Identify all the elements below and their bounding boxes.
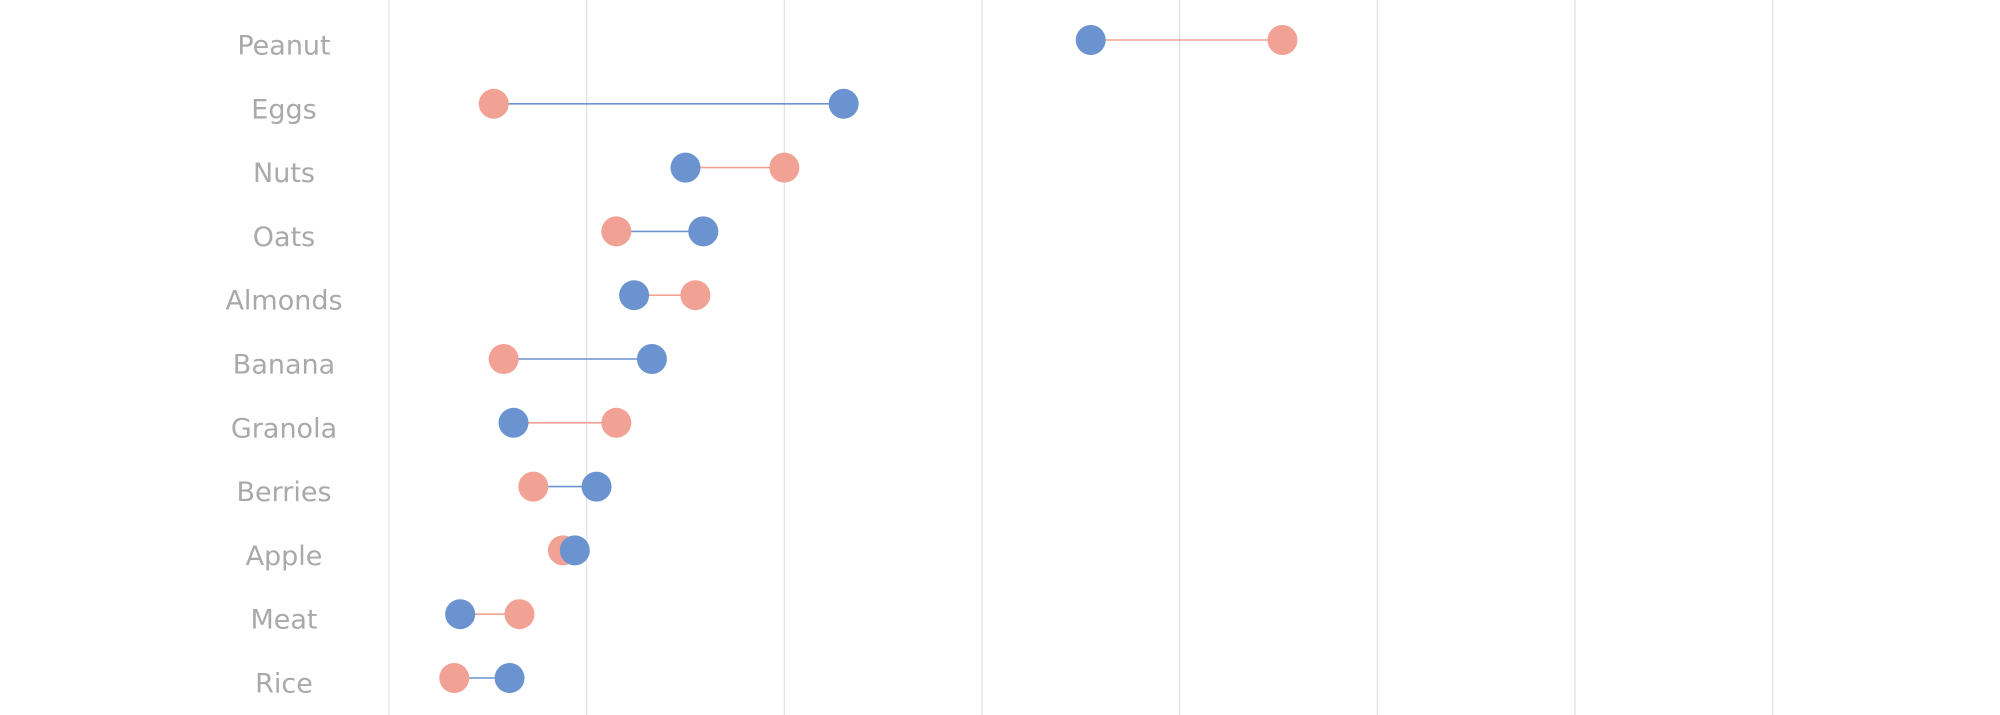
dot — [504, 599, 535, 630]
dot — [478, 88, 509, 119]
dot — [445, 599, 476, 630]
y-tick-label: Banana — [233, 350, 335, 381]
dot — [680, 280, 711, 311]
y-tick-label: Rice — [255, 669, 313, 700]
dot — [518, 471, 549, 502]
dot — [601, 407, 632, 438]
dot — [494, 663, 525, 693]
dot — [688, 216, 719, 247]
dot — [559, 535, 590, 566]
dot — [619, 280, 650, 311]
dot — [636, 344, 667, 374]
y-tick-label: Eggs — [251, 94, 316, 125]
dot — [439, 663, 470, 693]
dot — [488, 344, 519, 374]
y-tick-label: Berries — [236, 477, 331, 508]
y-tick-label: Nuts — [253, 158, 315, 189]
y-tick-label: Apple — [246, 541, 323, 572]
y-tick-label: Peanut — [237, 31, 330, 62]
dot — [498, 407, 529, 438]
dot — [601, 216, 632, 247]
dot — [1267, 25, 1298, 55]
dot — [581, 471, 612, 502]
dot — [1075, 25, 1106, 55]
dot — [828, 88, 859, 119]
y-tick-label: Oats — [253, 222, 315, 253]
dot — [769, 152, 800, 183]
y-tick-label: Granola — [231, 413, 337, 444]
y-tick-label: Meat — [250, 605, 317, 636]
dot — [670, 152, 701, 183]
y-tick-label: Almonds — [225, 286, 342, 317]
